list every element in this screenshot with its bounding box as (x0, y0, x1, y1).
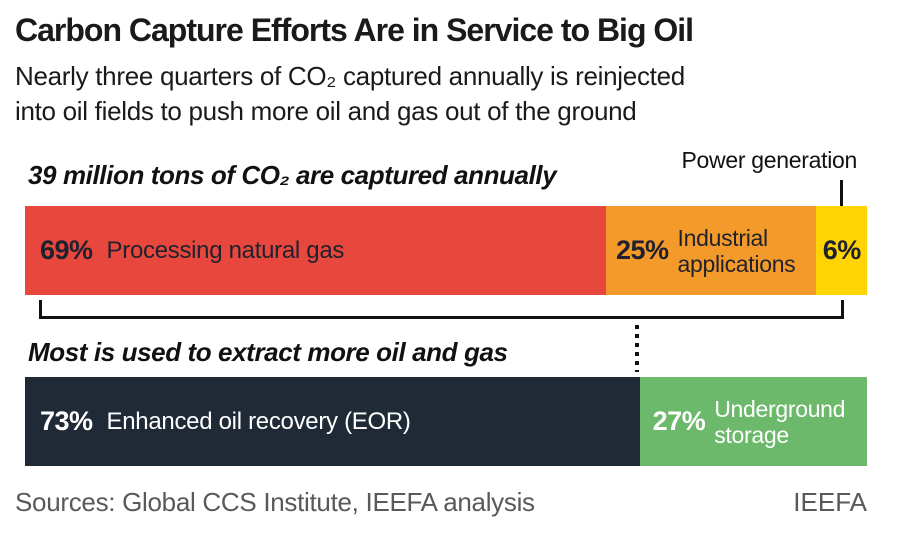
callout-connector-line (840, 180, 843, 206)
subtitle-line-2: into oil fields to push more oil and gas… (15, 96, 637, 126)
segment-power-generation: 6% (816, 206, 867, 295)
segment-label: Processing natural gas (106, 236, 345, 264)
segment-label-line-1: Industrial (677, 224, 769, 251)
sources-text: Sources: Global CCS Institute, IEEFA ana… (15, 487, 535, 517)
segment-label: Enhanced oil recovery (EOR) (106, 407, 411, 435)
segment-label-line-2: applications (677, 250, 796, 277)
segment-percent: 27% (652, 406, 706, 436)
segment-label-line-1: Underground (714, 395, 846, 422)
flow-dotted-line (635, 325, 639, 372)
segment-label-line-2: storage (714, 421, 789, 448)
segment-percent: 69% (40, 235, 93, 265)
flow-bracket (39, 300, 844, 319)
captured-bar-title: 39 million tons of CO₂ are captured annu… (28, 160, 557, 190)
segment-processing-natural-gas: 69% Processing natural gas (25, 206, 606, 295)
page-title: Carbon Capture Efforts Are in Service to… (15, 12, 694, 48)
extraction-bar-title: Most is used to extract more oil and gas (28, 337, 508, 367)
captured-co2-bar: 69% Processing natural gas 25% Industria… (25, 206, 867, 295)
segment-enhanced-oil-recovery: 73% Enhanced oil recovery (EOR) (25, 377, 640, 466)
segment-percent: 25% (615, 235, 669, 265)
segment-underground-storage: 27% Underground storage (639, 377, 867, 466)
subtitle-line-1: Nearly three quarters of CO₂ captured an… (15, 61, 685, 91)
segment-percent: 6% (822, 235, 862, 265)
segment-industrial-applications: 25% Industrial applications (605, 206, 817, 295)
segment-label: Industrial applications (678, 225, 796, 277)
power-generation-callout-label: Power generation (681, 147, 858, 173)
usage-bar: 73% Enhanced oil recovery (EOR) 27% Unde… (25, 377, 867, 466)
segment-label: Underground storage (714, 396, 845, 448)
segment-percent: 73% (40, 406, 93, 436)
ieefa-logo-text: IEEFA (793, 487, 867, 517)
page-subtitle: Nearly three quarters of CO₂ captured an… (15, 59, 685, 129)
